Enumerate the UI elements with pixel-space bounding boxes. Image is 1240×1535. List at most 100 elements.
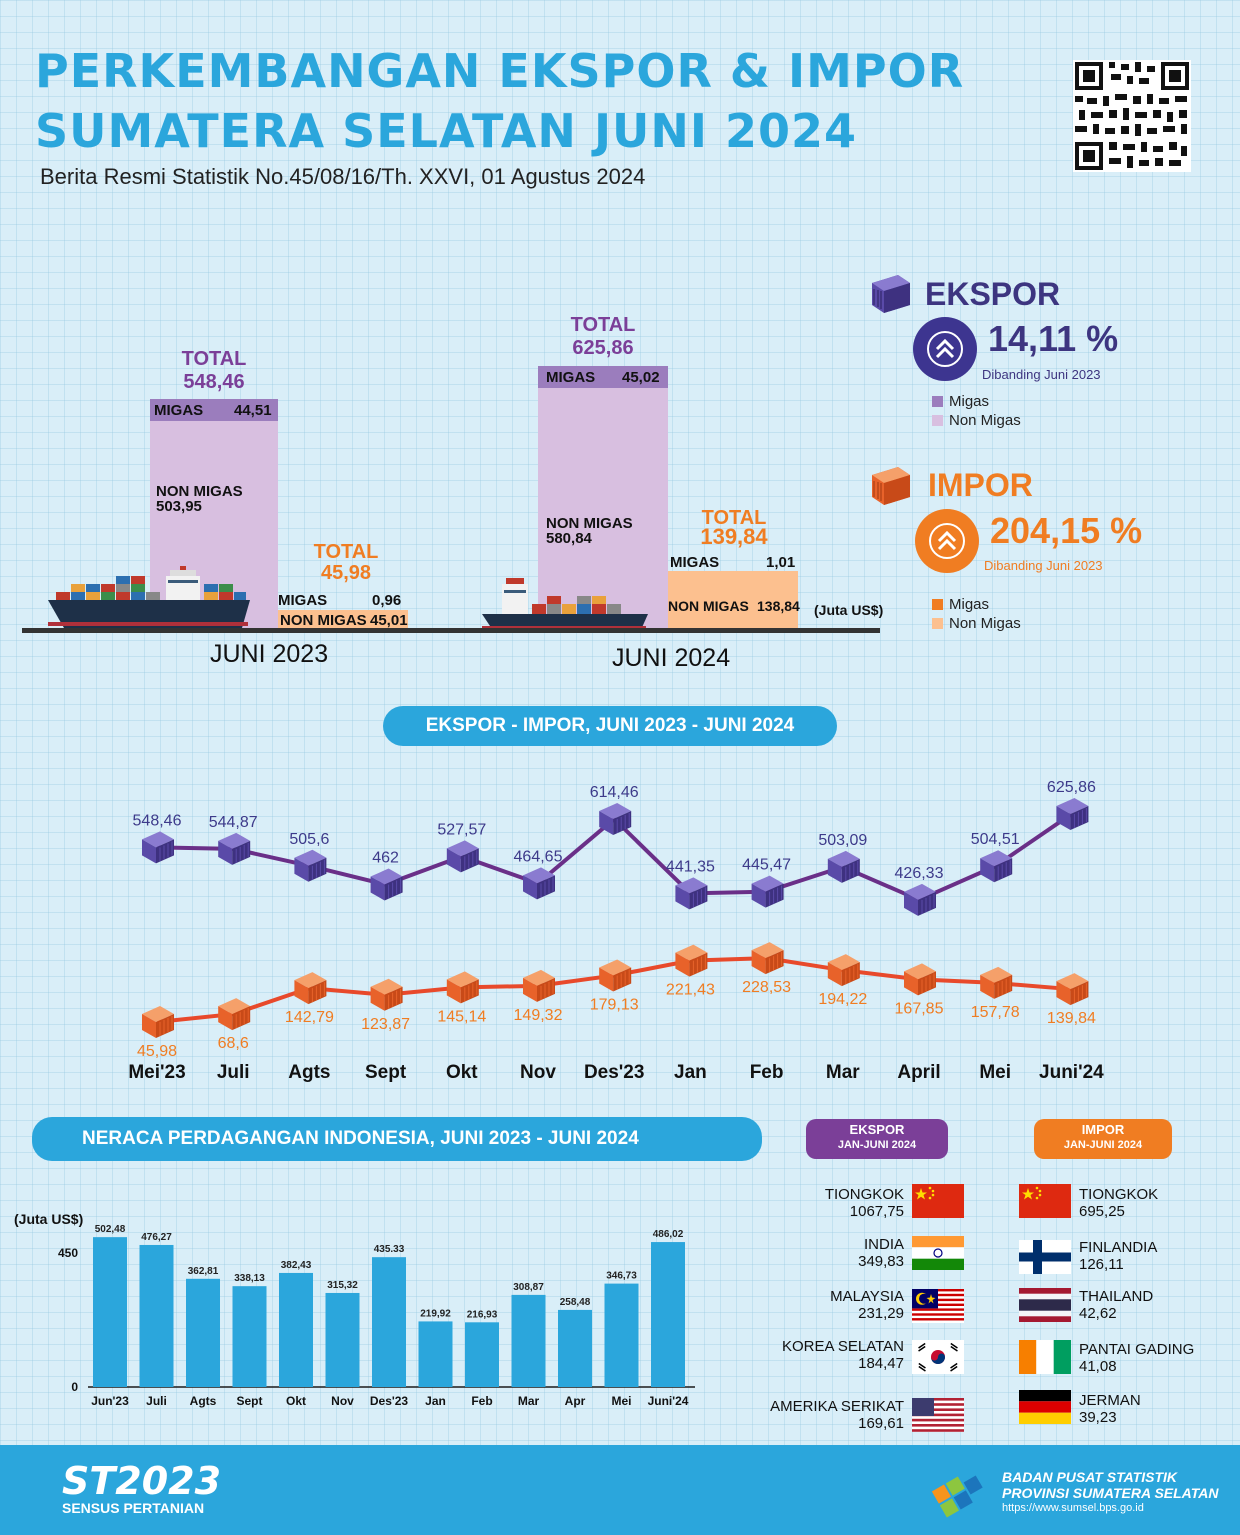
impor-partners-sub: JAN-JUNI 2024 [1063, 1139, 1143, 1151]
month-label-8: Feb [750, 1062, 784, 1083]
export-2024-migas-value: 45,02 [622, 369, 660, 386]
export-point-label-4: 527,57 [437, 821, 486, 838]
export-2024-nonmigas-bar [538, 388, 668, 630]
import-2024-migas-label: MIGAS [670, 554, 720, 571]
export-point-0 [142, 831, 174, 864]
page-title-line2: SUMATERA SELATAN JUNI 2024 [35, 104, 858, 158]
ekspor-note: Dibanding Juni 2023 [982, 367, 1101, 382]
import-2024-total-value: 139,84 [700, 524, 768, 549]
import-point-label-7: 221,43 [666, 982, 715, 999]
import-point-8 [751, 942, 784, 975]
export-point-6 [599, 802, 632, 835]
bar-category-12: Juni'24 [648, 1394, 689, 1408]
import-point-0 [142, 1006, 174, 1039]
export-point-8 [751, 875, 784, 908]
import-point-label-10: 167,85 [895, 1000, 944, 1017]
bar-11 [604, 1283, 639, 1387]
export-point-2 [294, 849, 327, 882]
export-point-10 [904, 883, 936, 916]
import-point-4 [446, 971, 479, 1004]
export-point-9 [827, 850, 860, 883]
bar-1 [139, 1244, 174, 1387]
import-point-label-8: 228,53 [742, 979, 791, 996]
ekspor-partner-5: AMERIKA SERIKAT 169,61 [770, 1398, 904, 1432]
export-point-label-2: 505,6 [289, 831, 329, 848]
export-2024-total-value: 625,86 [572, 337, 634, 359]
bar-label-5: 315,32 [327, 1280, 358, 1291]
export-point-label-8: 445,47 [742, 857, 791, 874]
india-flag-icon [912, 1236, 964, 1270]
ekspor-label: EKSPOR [925, 276, 1061, 312]
import-2023-nonmigas-bar [278, 610, 408, 630]
import-point-label-9: 194,22 [818, 991, 867, 1008]
trade-balance-bar-chart: (Juta US$) 0 450 502,48 Jun'23 476,27 Juli 362,… [14, 1211, 695, 1408]
unit-label: (Juta US$) [814, 602, 884, 618]
export-2023-migas-value: 44,51 [234, 402, 272, 419]
thailand-flag-icon [1019, 1288, 1071, 1322]
bar-ytick-0: 0 [71, 1380, 78, 1394]
footer: ST2023 SENSUS PERTANIAN BADAN PUSAT STAT… [0, 1445, 1240, 1535]
import-2023-migas-value: 0,96 [372, 592, 402, 609]
import-container-icon [872, 467, 910, 505]
south-korea-flag-icon [912, 1340, 964, 1374]
import-point-label-1: 68,6 [218, 1035, 249, 1052]
export-2023-migas-bar [150, 399, 278, 421]
bar-label-7: 219,92 [420, 1308, 451, 1319]
bar-6 [372, 1257, 406, 1387]
import-2023-migas-label: MIGAS [278, 592, 328, 609]
ekspor-partner-4: KOREA SELATAN 184,47 [782, 1338, 904, 1372]
export-point-label-0: 548,46 [133, 812, 182, 829]
bar-category-4: Okt [286, 1394, 306, 1408]
bar-7 [418, 1321, 453, 1387]
import-2023-total-value: 45,98 [320, 562, 372, 584]
usa-flag-icon [912, 1398, 964, 1432]
import-point-label-12: 139,84 [1047, 1010, 1096, 1027]
bar-12 [651, 1242, 685, 1387]
bar-10 [558, 1309, 592, 1387]
bps-logo-icon [931, 1475, 983, 1518]
import-point-9 [827, 954, 860, 987]
export-point-label-6: 614,46 [590, 784, 639, 801]
germany-flag-icon [1019, 1390, 1071, 1424]
import-point-2 [294, 972, 327, 1005]
import-2024-nonmigas-value: 138,84 [757, 598, 800, 614]
impor-partner-5: JERMAN 39,23 [1079, 1392, 1141, 1426]
export-point-7 [675, 877, 708, 910]
cargo-ship-2023-icon [48, 566, 250, 628]
impor-label: IMPOR [928, 467, 1033, 503]
qr-code[interactable] [1073, 60, 1191, 172]
export-container-icon [872, 275, 910, 313]
export-2023-nonmigas-label: NON MIGAS [156, 483, 243, 500]
export-point-label-11: 504,51 [971, 831, 1020, 848]
export-point-1 [218, 832, 251, 865]
impor-partner-4: PANTAI GADING 41,08 [1079, 1341, 1195, 1375]
import-2023-nonmigas-value: 45,01 [370, 612, 408, 629]
bar-label-4: 382,43 [281, 1260, 312, 1271]
import-2024-total-label: TOTAL [701, 507, 767, 529]
import-2023-nonmigas-label: NON MIGAS [280, 612, 367, 629]
month-label-3: Sept [365, 1062, 407, 1083]
bar-category-10: Apr [565, 1394, 586, 1408]
cargo-ship-2024-icon [482, 578, 648, 632]
impor-partners-title: IMPOR [1081, 1122, 1125, 1137]
impor-pct: 204,15 % [990, 510, 1143, 551]
finland-flag-icon [1019, 1240, 1071, 1274]
export-point-5 [523, 867, 555, 900]
bar-category-1: Juli [146, 1394, 167, 1408]
ekspor-pct: 14,11 % [988, 318, 1119, 359]
bar-category-7: Jan [425, 1394, 446, 1408]
impor-legend-nonmigas: Non Migas [932, 615, 1021, 632]
export-up-icon [913, 317, 977, 381]
export-point-label-12: 625,86 [1047, 779, 1096, 796]
impor-partners-header: IMPOR JAN-JUNI 2024 [1034, 1119, 1172, 1159]
bar-category-6: Des'23 [370, 1394, 409, 1408]
export-import-line-chart: 548,46 544,87 505,6 462 527,57 464,65 614,46 44… [128, 779, 1104, 1083]
import-point-label-3: 123,87 [361, 1016, 410, 1033]
import-point-label-6: 179,13 [590, 996, 639, 1013]
bar-4 [279, 1272, 313, 1387]
bar-label-0: 502,48 [95, 1224, 126, 1235]
bar-category-8: Feb [471, 1394, 492, 1408]
import-point-12 [1056, 973, 1089, 1006]
bar-label-8: 216,93 [467, 1309, 498, 1320]
bps-url[interactable]: https://www.sumsel.bps.go.id [1002, 1502, 1144, 1514]
